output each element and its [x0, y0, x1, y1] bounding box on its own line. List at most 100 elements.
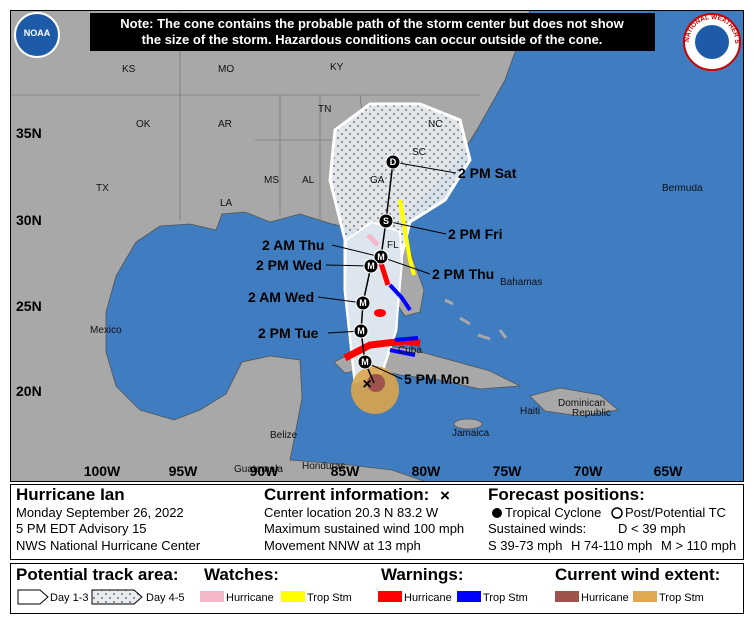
wind-title: Current wind extent:	[555, 565, 720, 584]
sustained: Sustained winds:	[488, 521, 586, 536]
leader-line	[392, 161, 457, 174]
noaa-logo	[14, 12, 60, 58]
hurricane-warning-keys	[374, 309, 386, 317]
forecast-marker	[373, 249, 389, 265]
map-border	[10, 10, 744, 482]
place-label: Republic	[572, 408, 611, 419]
lat-label: 20N	[16, 383, 42, 399]
day13-icon	[17, 589, 49, 605]
lat-label: 25N	[16, 298, 42, 314]
state-borders	[11, 11, 480, 226]
wind-m: M > 110 mph	[661, 538, 736, 553]
info-box	[10, 484, 744, 560]
lat-label: 30N	[16, 212, 42, 228]
lon-label: 65W	[654, 463, 684, 479]
legend-box	[10, 563, 744, 614]
watches-title: Watches:	[204, 565, 279, 584]
trop-stm-warning	[388, 283, 412, 312]
lon-label: 100W	[84, 463, 121, 479]
forecast-symbol: S	[383, 216, 389, 226]
place-labels: KS MO KY OK AR TN NC SC TX MS AL GA LA F…	[90, 62, 703, 475]
hurricane-watch	[366, 233, 380, 247]
land-jamaica	[453, 418, 483, 430]
note-box	[90, 13, 655, 51]
advisory: 5 PM EDT Advisory 15	[16, 521, 147, 536]
lat-labels: 35N 30N 25N 20N	[16, 125, 42, 399]
land-hispaniola	[529, 387, 619, 417]
tropical-icon	[492, 508, 502, 518]
lat-label: 35N	[16, 125, 42, 141]
warn-hurricane: Hurricane	[404, 592, 452, 604]
place-label: LA	[220, 198, 233, 209]
place-label: SC	[412, 147, 426, 158]
place-label: Honduras	[302, 461, 345, 472]
watch-trop: Trop Stm	[307, 592, 352, 604]
day13: Day 1-3	[50, 592, 89, 604]
forecast-symbol: D	[390, 157, 397, 167]
current-info: Maximum sustained wind 100 mph	[264, 521, 464, 536]
place-label: Bermuda	[662, 183, 703, 194]
forecast-symbol: M	[377, 252, 385, 262]
forecast-marker	[357, 354, 373, 370]
place-label: OK	[136, 119, 151, 130]
lon-label: 85W	[331, 463, 361, 479]
wind-h: H 74-110 mph	[571, 538, 652, 553]
nws-logo-inner	[695, 25, 729, 59]
forecast-symbol: M	[367, 261, 375, 271]
place-label: NC	[428, 119, 442, 130]
forecast-marker	[353, 323, 369, 339]
lon-labels: 100W 95W 90W 85W 80W 75W 70W 65W	[84, 463, 683, 479]
wind-hurricane: Hurricane	[581, 592, 629, 604]
watch-hurricane-swatch	[200, 591, 224, 602]
current-title: Current information:	[264, 485, 429, 504]
forecast-symbol: M	[357, 326, 365, 336]
place-label: Dominican	[558, 398, 605, 409]
day45-icon	[91, 589, 143, 605]
place-label: GA	[370, 175, 385, 186]
forecast-label: 2 PM Tue	[258, 325, 319, 341]
post-icon	[611, 507, 623, 519]
forecast-marker	[355, 295, 371, 311]
watch-trop-swatch	[281, 591, 305, 602]
place-label: MO	[218, 64, 234, 75]
current-info: Center location 20.3 N 83.2 W	[264, 505, 439, 520]
current-symbol: ×	[440, 486, 450, 505]
forecast-symbol: M	[361, 357, 369, 367]
forecast-label: 2 PM Thu	[432, 266, 494, 282]
forecast-marker	[385, 154, 401, 170]
place-label: Belize	[270, 430, 298, 441]
place-label: AR	[218, 119, 232, 130]
post: Post/Potential TC	[625, 505, 726, 520]
place-label: TX	[96, 183, 109, 194]
wind-d: D < 39 mph	[618, 521, 686, 536]
leader-line	[385, 220, 447, 235]
leader-line	[380, 256, 431, 275]
wind-s: S 39-73 mph	[488, 538, 562, 553]
date: Monday September 26, 2022	[16, 505, 184, 520]
tropical: Tropical Cyclone	[505, 505, 601, 520]
forecast-marker	[363, 258, 379, 274]
note-line: Note: The cone contains the probable pat…	[120, 16, 624, 31]
leader-line	[317, 296, 364, 304]
hurricane-warning-cuba	[343, 337, 421, 362]
wind-hurricane-swatch	[555, 591, 579, 602]
place-label: Haiti	[520, 406, 540, 417]
lon-label: 90W	[250, 463, 280, 479]
forecast-label: 2 PM Wed	[256, 257, 322, 273]
current-position: ×	[362, 376, 371, 393]
lon-label: 95W	[169, 463, 199, 479]
map: KS MO KY OK AR TN NC SC TX MS AL GA LA F…	[11, 11, 743, 481]
place-label: MS	[264, 175, 279, 186]
current-info: Movement NNW at 13 mph	[264, 538, 421, 553]
warn-trop-swatch	[457, 591, 481, 602]
leader-line	[331, 244, 382, 258]
lon-label: 80W	[412, 463, 442, 479]
forecast-title: Forecast positions:	[488, 485, 645, 504]
forecast-label: 2 AM Thu	[262, 237, 324, 253]
place-label: Mexico	[90, 325, 122, 336]
place-label: Jamaica	[452, 428, 490, 439]
place-label: KY	[330, 62, 344, 73]
place-label: KS	[122, 64, 136, 75]
warnings-title: Warnings:	[381, 565, 463, 584]
